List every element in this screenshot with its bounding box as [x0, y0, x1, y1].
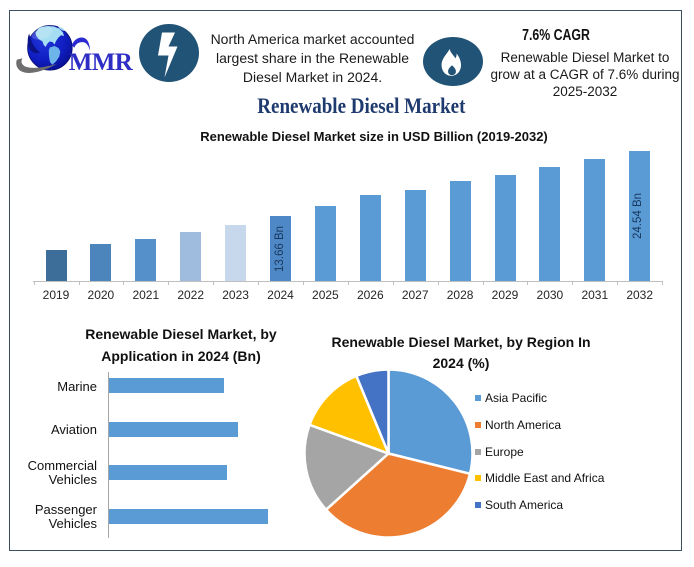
svg-text:MMR: MMR [69, 49, 134, 76]
